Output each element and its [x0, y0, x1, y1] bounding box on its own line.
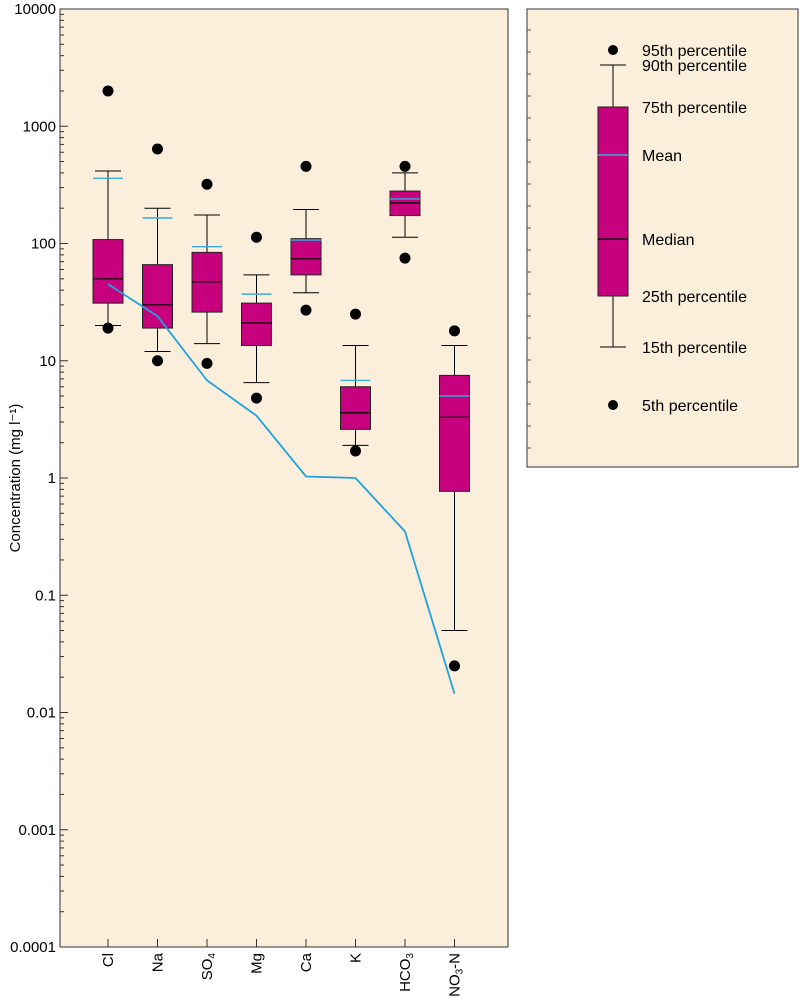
box-group [389, 160, 421, 264]
p95-point [251, 231, 262, 243]
x-tick-label-main: SO [199, 959, 216, 981]
box-series [92, 85, 470, 672]
p95-point [449, 325, 460, 337]
x-tick-label-main: K [348, 953, 365, 963]
y-tick-label: 1000 [23, 118, 56, 135]
box-group [241, 231, 272, 404]
y-axis: 10000 1000 100 10 1 0.1 0.01 0.001 0.0001 [10, 1, 68, 956]
p5-point [399, 252, 411, 264]
p5-point [350, 445, 361, 457]
y-tick-label: 10 [39, 353, 56, 370]
box-iqr [290, 238, 322, 276]
x-tick-label: Na [150, 952, 167, 972]
x-tick-label: SO4 [199, 953, 218, 981]
legend-label-p90: 90th percentile [642, 58, 747, 75]
x-tick-label-sub: 4 [207, 953, 218, 959]
p5-point [201, 357, 213, 369]
box-group [290, 160, 322, 316]
x-tick-label-suffix: -N [447, 953, 464, 969]
x-tick-label-main: HCO [397, 959, 414, 992]
p95-point [152, 143, 163, 155]
y-tick-label: 100 [31, 236, 56, 253]
x-tick-label: K [348, 953, 365, 963]
legend-label-p75: 75th percentile [642, 100, 747, 117]
box-group [92, 85, 124, 334]
x-tick-label-main: Mg [249, 953, 266, 974]
box-group [439, 325, 470, 672]
p95-point [350, 308, 361, 320]
legend-box [597, 106, 629, 297]
legend-label-median: Median [642, 232, 694, 249]
x-tick-label: Cl [100, 953, 117, 967]
x-tick-label-sub: 3 [405, 953, 416, 959]
p95-point [300, 160, 312, 172]
x-tick-label-main: Cl [100, 953, 117, 967]
plot-area [59, 8, 509, 948]
legend-label-p95: 95th percentile [642, 43, 747, 60]
box-iqr [241, 302, 272, 346]
box-iqr [92, 239, 124, 304]
legend-label-p25: 25th percentile [642, 289, 747, 306]
p5-point [251, 392, 262, 404]
box-iqr [340, 386, 371, 430]
baseline-line [107, 283, 456, 694]
x-tick-label-main: NO [447, 974, 464, 997]
y-tick-label: 10000 [14, 1, 56, 18]
legend-p95-point [608, 45, 618, 55]
legend-label-mean: Mean [642, 148, 682, 165]
p95-point [201, 178, 213, 190]
y-tick-label: 0.001 [18, 822, 56, 839]
x-tick-label: Mg [249, 953, 266, 974]
p5-point [300, 304, 312, 316]
legend-p5-point [608, 400, 618, 410]
x-tick-label: Ca [298, 952, 315, 972]
x-tick-label-main: Ca [298, 952, 315, 972]
x-tick-label: HCO3 [397, 953, 416, 992]
p5-point [449, 660, 460, 672]
p95-point [102, 85, 114, 97]
baseline-series [107, 283, 456, 694]
x-tick-label-sub: 3 [455, 968, 466, 974]
p95-point [399, 160, 411, 172]
y-tick-label: 0.1 [35, 587, 56, 604]
box-iqr [439, 374, 470, 492]
y-tick-label: 0.01 [27, 705, 56, 722]
y-tick-label: 0.0001 [10, 939, 56, 956]
x-tick-label: NO3-N [447, 953, 466, 997]
legend-label-p15: 15th percentile [642, 340, 747, 357]
p5-point [152, 355, 163, 367]
legend-label-p5: 5th percentile [642, 398, 738, 415]
p5-point [102, 322, 114, 334]
y-tick-label: 1 [48, 470, 56, 487]
x-tick-label-main: Na [150, 952, 167, 972]
box-group [191, 178, 223, 369]
legend-panel [526, 8, 799, 468]
box-iqr [142, 264, 173, 329]
box-group [340, 308, 371, 457]
y-axis-title: Concentration (mg l⁻¹) [7, 404, 24, 553]
